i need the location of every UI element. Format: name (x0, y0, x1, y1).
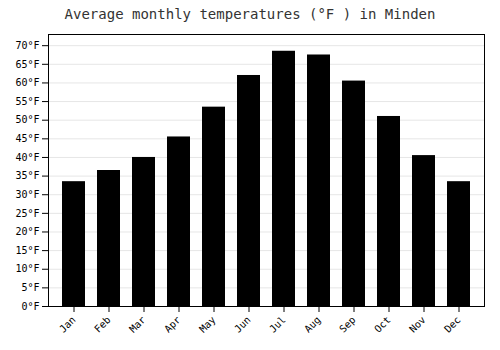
svg-text:Feb: Feb (92, 314, 113, 335)
svg-text:0°F: 0°F (21, 301, 39, 312)
svg-text:55°F: 55°F (15, 96, 39, 107)
svg-text:Apr: Apr (162, 314, 183, 335)
svg-text:Dec: Dec (442, 314, 463, 335)
svg-text:Sep: Sep (337, 314, 358, 335)
svg-text:Aug: Aug (302, 314, 323, 335)
svg-text:30°F: 30°F (15, 189, 39, 200)
svg-text:10°F: 10°F (15, 263, 39, 274)
html-text:Average monthly temperatures (: Average monthly temperatures (°F ) in Mi… (64, 6, 436, 22)
svg-text:20°F: 20°F (15, 226, 39, 237)
svg-text:Jun: Jun (232, 314, 253, 335)
svg-text:45°F: 45°F (15, 133, 39, 144)
svg-text:5°F: 5°F (21, 282, 39, 293)
svg-text:15°F: 15°F (15, 245, 39, 256)
svg-text:60°F: 60°F (15, 77, 39, 88)
svg-text:Oct: Oct (372, 314, 393, 335)
svg-text:65°F: 65°F (15, 59, 39, 70)
svg-text:Mar: Mar (127, 314, 148, 335)
svg-text:35°F: 35°F (15, 170, 39, 181)
svg-text:Jan: Jan (57, 314, 78, 335)
svg-text:Jul: Jul (267, 314, 288, 335)
svg-text:May: May (197, 314, 218, 335)
svg-text:50°F: 50°F (15, 114, 39, 125)
svg-text:25°F: 25°F (15, 208, 39, 219)
svg-text:Nov: Nov (407, 314, 428, 335)
svg-text:40°F: 40°F (15, 152, 39, 163)
svg-text:70°F: 70°F (15, 40, 39, 51)
